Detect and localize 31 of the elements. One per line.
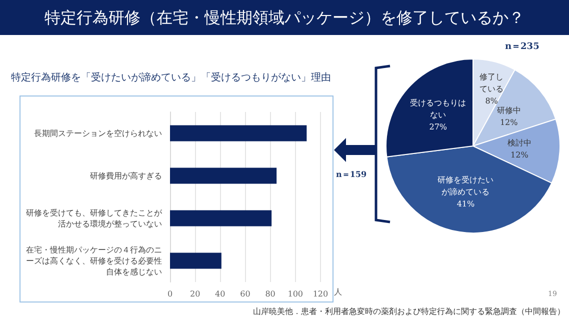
slice-label: 研修中	[496, 106, 521, 115]
text: n＝159	[336, 169, 367, 180]
data-label: 12%	[510, 150, 529, 160]
x-axis-title: 人	[334, 288, 342, 296]
bar	[170, 168, 277, 184]
chart-title: 特定行為研修（在宅・慢性期領域パッケージ）を修了しているか？	[0, 0, 569, 35]
slice-label: 検討中	[507, 138, 532, 148]
data-label: 27%	[429, 122, 448, 132]
x-tick-label: 80	[265, 290, 276, 298]
x-tick-label: 120	[312, 290, 328, 298]
y-tick-label: 長期間ステーションを空けられない	[34, 128, 162, 138]
text: n＝235	[505, 41, 540, 53]
x-tick-label: 20	[190, 290, 200, 298]
y-tick-label: 研修費用が高すぎる	[90, 171, 162, 180]
data-label: 12%	[500, 118, 518, 127]
data-label: 8%	[485, 96, 498, 106]
x-tick-label: 40	[215, 290, 226, 298]
chart-title: 特定行為研修を「受けたいが諦めている」「受けるつもりがない」理由	[11, 72, 331, 84]
bar	[170, 125, 307, 142]
x-tick-label: 100	[288, 290, 304, 298]
data-label: 41%	[456, 199, 476, 208]
text: 山岸暁美他．患者・利用者急変時の薬剤および特定行為に関する緊急調査（中間報告）	[252, 306, 565, 317]
y-tick-label: 在宅・慢性期パッケージの４行為のニーズは高くなく、研修を受ける必要性自体を感じない	[26, 245, 162, 276]
y-tick-label: 研修を受けても、研修してきたことが活かせる環境が整っていない	[26, 208, 163, 228]
x-tick-label: 0	[167, 290, 173, 298]
slice-label: 受けるつもりはない	[410, 98, 466, 120]
slice-label: 修了している	[480, 72, 504, 94]
x-tick-label: 60	[240, 290, 250, 298]
bar	[170, 252, 222, 269]
bar	[170, 210, 272, 226]
slice-label: 研修を受けたいが諦めている	[438, 175, 494, 196]
